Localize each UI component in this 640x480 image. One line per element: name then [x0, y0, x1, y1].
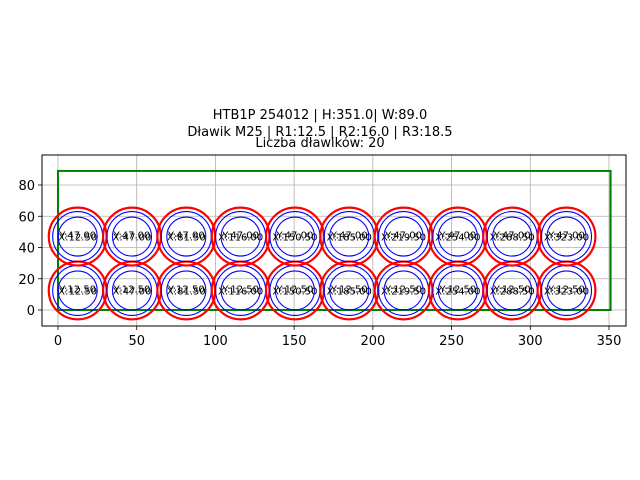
point-label-y: Y:12.50 [113, 284, 151, 295]
choke-circle-r1 [57, 216, 98, 257]
choke-circle-r3 [536, 206, 597, 267]
point-label-y: Y:47.00 [493, 231, 531, 242]
choke-circle-r1 [383, 270, 424, 311]
point-label-y: Y:47.00 [384, 231, 422, 242]
choke-circle-r2 [540, 211, 593, 263]
point-label-x: X:219.50 [381, 286, 426, 297]
point-label-y: Y:47.00 [276, 231, 314, 242]
point-label-x: X:323.00 [544, 233, 589, 244]
chart-title-line-2: Dławik M25 | R1:12.5 | R2:16.0 | R3:18.5 [187, 125, 453, 140]
point-label-x: X:116.00 [218, 233, 263, 244]
point-label-x: X:323.00 [544, 286, 589, 297]
choke-circle-r1 [329, 216, 370, 257]
point-label-x: X:288.50 [490, 286, 535, 297]
point-label-y: Y:12.50 [330, 284, 368, 295]
choke-circle-r1 [546, 216, 587, 257]
chokes [47, 169, 612, 321]
chart-title-line-3: Liczba dławików: 20 [255, 136, 385, 151]
y-tick-label: 20 [18, 273, 35, 288]
point-label-x: X:185.00 [327, 286, 372, 297]
point-label-y: Y:12.50 [384, 284, 422, 295]
point-label-y: Y:47.00 [547, 231, 585, 242]
point-label-x: X:12.50 [58, 286, 97, 297]
point-label-x: X:219.50 [381, 233, 426, 244]
choke-circle-r1 [220, 270, 261, 311]
point-label-y: Y:47.00 [167, 231, 205, 242]
choke-circle-r1 [166, 270, 207, 311]
x-tick-label: 150 [282, 334, 307, 349]
x-tick-label: 250 [439, 334, 464, 349]
point-label-x: X:254.00 [435, 233, 480, 244]
choke-circle-r1 [492, 270, 533, 311]
point-label-x: X:47.00 [113, 233, 152, 244]
choke-circle-r1 [274, 270, 316, 311]
choke-circle-r1 [383, 216, 424, 257]
point-label-x: X:185.00 [327, 233, 372, 244]
choke-circle-r1 [437, 270, 478, 311]
point-label-y: Y:47.00 [113, 231, 151, 242]
x-tick-label: 350 [597, 334, 622, 349]
point-label-x: X:81.50 [167, 233, 206, 244]
choke-circle-r1 [220, 216, 261, 257]
point-label-x: X:150.50 [272, 233, 317, 244]
choke-circle-r1 [492, 216, 533, 257]
choke-circle-r1 [329, 270, 370, 311]
x-tick-label: 0 [54, 334, 62, 349]
point-label-x: X:254.00 [435, 286, 480, 297]
x-tick-label: 50 [128, 334, 145, 349]
point-label-x: X:288.50 [490, 233, 535, 244]
point-label-y: Y:47.00 [438, 231, 476, 242]
y-tick-label: 0 [27, 304, 35, 319]
point-labels: X:12.50Y:12.50 X:47.00Y:12.50 X:81.50Y:12.… [58, 231, 589, 298]
choke-circle-r1 [546, 270, 587, 311]
x-tick-label: 300 [518, 334, 543, 349]
choke-circle-r1 [111, 216, 153, 257]
y-tick-label: 80 [18, 179, 35, 194]
point-label-y: Y:12.50 [547, 284, 585, 295]
x-tick-label: 200 [360, 334, 385, 349]
x-tick-label: 100 [203, 334, 228, 349]
point-label-y: Y:47.00 [330, 231, 368, 242]
point-label-x: X:12.50 [58, 233, 97, 244]
point-label-y: Y:12.50 [276, 284, 314, 295]
choke-circle-r1 [57, 270, 98, 311]
y-tick-label: 40 [18, 242, 35, 257]
choke-circle-r1 [274, 216, 316, 257]
axis-ticks: 0 50 100 150 200 250 300 350 0 20 40 60 80 [18, 179, 621, 349]
point-label-y: Y:12.50 [58, 284, 96, 295]
choke-circle-r1 [166, 216, 207, 257]
point-label-y: Y:12.50 [493, 284, 531, 295]
point-label-x: X:150.50 [272, 286, 317, 297]
point-label-x: X:47.00 [113, 286, 152, 297]
choke-circle-r1 [437, 216, 478, 257]
point-label-y: Y:12.50 [167, 284, 205, 295]
point-label-y: Y:47.00 [221, 231, 259, 242]
point-label-x: X:116.00 [218, 286, 263, 297]
point-label-y: Y:12.50 [221, 284, 259, 295]
point-label-y: Y:47.00 [58, 231, 96, 242]
point-label-y: Y:12.50 [438, 284, 476, 295]
y-tick-label: 60 [18, 210, 35, 225]
axes-frame [41, 154, 627, 327]
point-label-x: X:81.50 [167, 286, 206, 297]
chart-title-line-1: HTB1P 254012 | H:351.0| W:89.0 [212, 108, 428, 123]
choke-circle-r1 [111, 270, 153, 311]
